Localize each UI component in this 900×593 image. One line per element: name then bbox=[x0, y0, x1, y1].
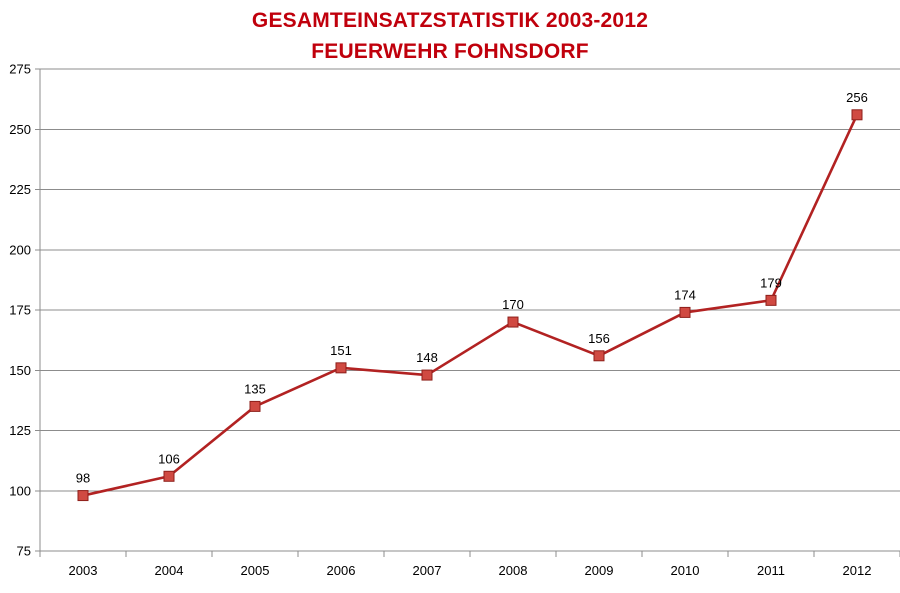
y-tick-label: 175 bbox=[9, 303, 31, 318]
data-point bbox=[765, 294, 777, 306]
y-tick-label: 125 bbox=[9, 423, 31, 438]
data-label: 170 bbox=[502, 297, 524, 312]
x-tick-label: 2004 bbox=[155, 563, 184, 578]
x-tick-label: 2012 bbox=[843, 563, 872, 578]
data-label: 151 bbox=[330, 343, 352, 358]
y-tick-label: 200 bbox=[9, 242, 31, 257]
data-point bbox=[77, 490, 89, 502]
data-label: 148 bbox=[416, 350, 438, 365]
data-label: 179 bbox=[760, 275, 782, 290]
y-tick-label: 275 bbox=[9, 62, 31, 77]
data-point bbox=[335, 362, 347, 374]
x-tick-label: 2010 bbox=[671, 563, 700, 578]
y-tick-label: 100 bbox=[9, 483, 31, 498]
y-tick-label: 250 bbox=[9, 122, 31, 137]
x-tick-label: 2003 bbox=[69, 563, 98, 578]
data-point bbox=[851, 109, 863, 121]
data-label: 98 bbox=[76, 471, 90, 486]
data-point bbox=[507, 316, 519, 328]
data-point bbox=[593, 350, 605, 362]
series-line bbox=[82, 114, 859, 497]
chart-title: GESAMTEINSATZSTATISTIK 2003-2012 bbox=[251, 9, 649, 32]
data-point bbox=[679, 306, 691, 318]
data-point bbox=[163, 470, 175, 482]
y-tick-label: 150 bbox=[9, 363, 31, 378]
data-point bbox=[421, 369, 433, 381]
x-tick-label: 2007 bbox=[413, 563, 442, 578]
data-point bbox=[249, 400, 261, 412]
y-tick-label: 225 bbox=[9, 182, 31, 197]
x-tick-label: 2011 bbox=[757, 563, 785, 578]
chart-subtitle: FEUERWEHR FOHNSDORF bbox=[311, 40, 589, 63]
data-label: 135 bbox=[244, 381, 266, 396]
x-tick-label: 2005 bbox=[241, 563, 270, 578]
x-tick-label: 2006 bbox=[327, 563, 356, 578]
x-tick-label: 2008 bbox=[499, 563, 528, 578]
data-label: 156 bbox=[588, 331, 610, 346]
data-label: 106 bbox=[158, 451, 180, 466]
y-tick-label: 75 bbox=[17, 544, 31, 559]
data-label: 174 bbox=[674, 287, 696, 302]
x-tick-label: 2009 bbox=[585, 563, 614, 578]
data-label: 256 bbox=[846, 90, 868, 105]
